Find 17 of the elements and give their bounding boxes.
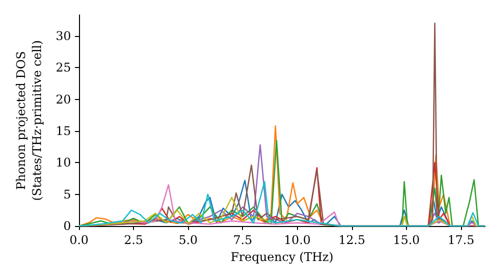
x-tick-label: 0.0 xyxy=(69,233,89,247)
y-tick-label: 25 xyxy=(56,60,71,75)
y-tick-label: 20 xyxy=(56,92,71,106)
x-tick-label: 7.5 xyxy=(233,233,252,247)
x-tick-label: 12.5 xyxy=(338,233,366,247)
y-tick-label: 30 xyxy=(56,28,71,43)
y-tick-label: 15 xyxy=(56,124,71,138)
x-axis-title: Frequency (THz) xyxy=(230,250,334,264)
y-tick-label: 5 xyxy=(63,187,71,202)
y-axis-title: Phonon projected DOS (States/THz·primitive cell) xyxy=(14,40,44,201)
y-tick-label: 0 xyxy=(63,219,71,233)
x-tick-label: 17.5 xyxy=(448,233,474,247)
x-tick-label: 5.0 xyxy=(178,233,198,247)
x-tick-label: 10.0 xyxy=(284,233,311,247)
x-tick-label: 15.0 xyxy=(393,233,420,247)
y-tick-label: 10 xyxy=(56,156,71,170)
x-tick-label: 2.5 xyxy=(124,233,144,247)
